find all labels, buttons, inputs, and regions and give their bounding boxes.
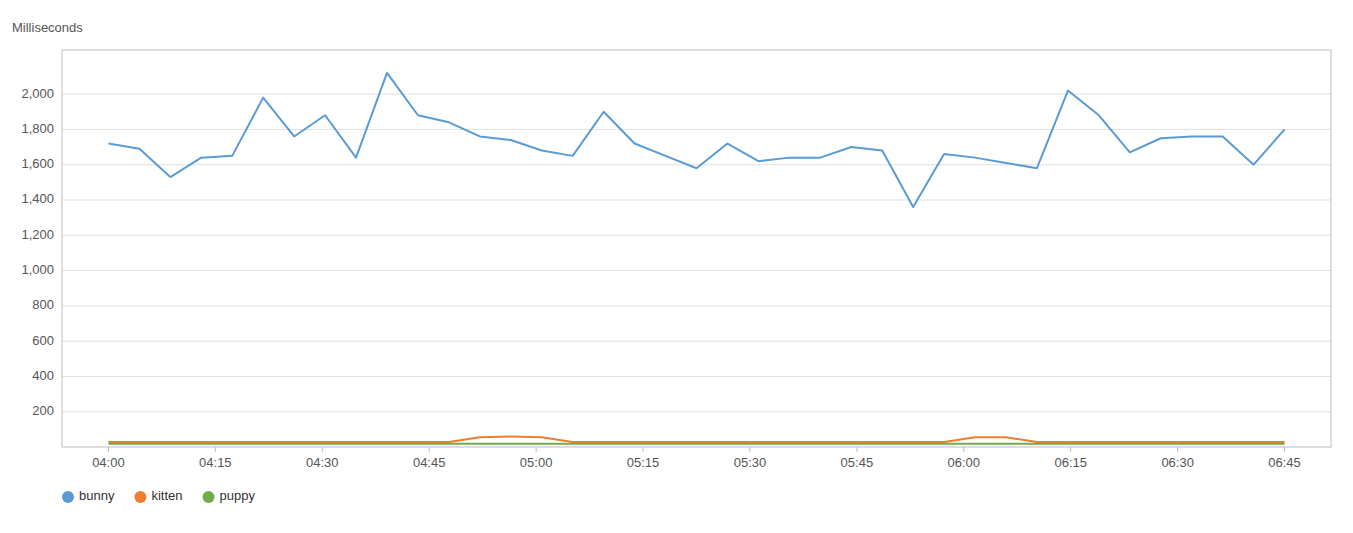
grid-line: [62, 305, 1331, 306]
series-line: [108, 73, 1284, 207]
x-tick-label: 05:00: [520, 455, 553, 470]
grid-line: [62, 199, 1331, 200]
grid-line: [62, 235, 1331, 236]
grid-line: [62, 411, 1331, 412]
y-tick-label: 1,800: [21, 121, 54, 136]
x-tick: [856, 447, 857, 452]
y-axis-label: Milliseconds: [12, 20, 83, 35]
x-tick-label: 04:00: [92, 455, 125, 470]
x-tick-label: 06:30: [1161, 455, 1194, 470]
series-lines: [108, 73, 1284, 444]
y-tick-label: 800: [32, 297, 54, 312]
x-tick: [108, 447, 109, 452]
legend-marker: [203, 491, 215, 503]
y-tick-label: 600: [32, 333, 54, 348]
grid-line: [62, 164, 1331, 165]
x-tick: [536, 447, 537, 452]
x-tick: [1284, 447, 1285, 452]
grid-line: [62, 270, 1331, 271]
x-tick-label: 05:30: [734, 455, 767, 470]
x-tick: [215, 447, 216, 452]
y-tick-label: 2,000: [21, 86, 54, 101]
legend-label: kitten: [151, 488, 182, 503]
x-tick-label: 06:45: [1268, 455, 1301, 470]
x-tick: [1177, 447, 1178, 452]
x-tick: [643, 447, 644, 452]
x-tick: [1070, 447, 1071, 452]
legend-marker: [62, 491, 74, 503]
y-tick-label: 1,600: [21, 156, 54, 171]
grid-line: [62, 376, 1331, 377]
series-line: [108, 443, 1284, 445]
legend: bunny kitten puppy: [62, 488, 255, 503]
y-tick-label: 1,000: [21, 262, 54, 277]
grid-line: [62, 341, 1331, 342]
y-tick-label: 200: [32, 403, 54, 418]
chart: 200 400 600 800 1,000 1,200 1,400 1,600 1,800 2,0…: [0, 0, 1353, 533]
x-tick: [429, 447, 430, 452]
x-tick-label: 05:15: [627, 455, 660, 470]
y-tick-label: 1,200: [21, 227, 54, 242]
x-tick: [963, 447, 964, 452]
x-tick-label: 04:30: [306, 455, 339, 470]
x-tick-label: 04:15: [199, 455, 232, 470]
grid-line: [62, 94, 1331, 95]
x-tick: [749, 447, 750, 452]
x-tick-label: 06:00: [948, 455, 981, 470]
legend-marker: [134, 491, 146, 503]
y-axis: 200 400 600 800 1,000 1,200 1,400 1,600 1,800 2,0…: [21, 86, 54, 419]
x-tick-label: 04:45: [413, 455, 446, 470]
grid-line: [62, 129, 1331, 130]
series-line: [108, 436, 1284, 442]
x-axis: 04:00 04:15 04:30 04:45 05:00 05:15 05:30 05:45…: [92, 447, 1301, 470]
plot-frame: [62, 50, 1331, 447]
x-tick-label: 05:45: [841, 455, 874, 470]
x-tick: [322, 447, 323, 452]
legend-label: puppy: [220, 488, 256, 503]
y-tick-label: 400: [32, 368, 54, 383]
y-tick-label: 1,400: [21, 191, 54, 206]
x-tick-label: 06:15: [1054, 455, 1087, 470]
grid: [62, 94, 1331, 412]
legend-label: bunny: [79, 488, 115, 503]
